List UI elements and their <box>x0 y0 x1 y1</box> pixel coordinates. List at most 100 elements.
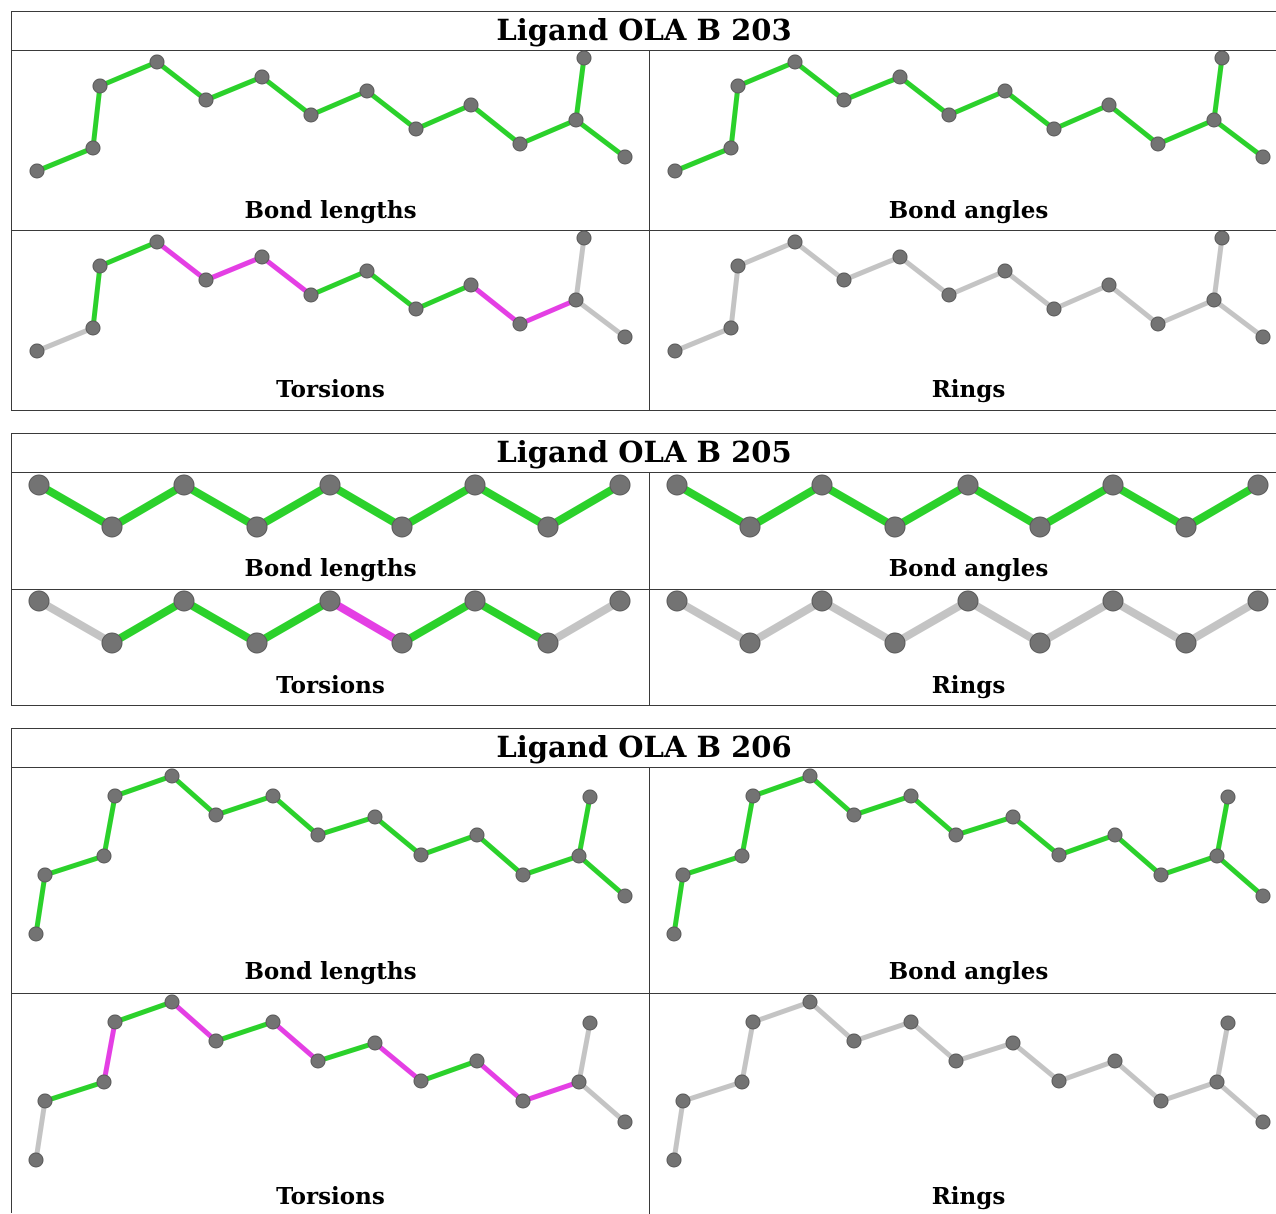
atom <box>1220 1015 1236 1031</box>
bond <box>1109 481 1190 531</box>
atom <box>37 867 53 883</box>
atom <box>1175 632 1197 654</box>
bond <box>1214 853 1266 899</box>
atom <box>92 258 108 274</box>
bond <box>326 481 406 531</box>
atom <box>101 632 123 654</box>
atom <box>1209 1074 1225 1090</box>
atom <box>1101 97 1117 113</box>
atom <box>1247 590 1269 612</box>
bond <box>1155 117 1217 147</box>
atom <box>1209 848 1225 864</box>
bond <box>213 1019 276 1044</box>
atom <box>1107 827 1123 843</box>
caption-bond-angles: Bond angles <box>888 555 1049 582</box>
atom <box>1046 301 1062 317</box>
bond <box>841 254 903 283</box>
atom <box>903 1014 919 1030</box>
atom <box>29 343 45 359</box>
bond <box>1002 88 1057 132</box>
bond <box>213 793 276 818</box>
atom <box>941 287 957 303</box>
atom <box>265 1014 281 1030</box>
bond <box>946 88 1008 118</box>
bond <box>517 117 579 147</box>
bond <box>398 481 479 531</box>
atom <box>836 92 852 108</box>
molecule-bond-angles <box>667 50 1271 179</box>
bond <box>576 794 593 859</box>
bond <box>671 872 686 937</box>
bond <box>818 597 899 647</box>
atom <box>997 263 1013 279</box>
bond <box>897 254 952 298</box>
atom <box>469 1053 485 1069</box>
atom <box>739 516 761 538</box>
atom <box>617 1114 633 1130</box>
atom <box>149 234 165 250</box>
atom <box>892 69 908 85</box>
atom <box>667 343 683 359</box>
bond <box>953 1040 1016 1064</box>
atom <box>1255 329 1271 345</box>
ligand-title: Ligand OLA B 205 <box>496 435 792 469</box>
ligand-block-3: Ligand OLA B 206 Bond lengths Bond angle… <box>11 728 1276 1214</box>
atom <box>28 926 44 942</box>
atom <box>948 1053 964 1069</box>
atom <box>37 1093 53 1109</box>
caption-rings: Rings <box>931 376 1006 403</box>
atom <box>413 847 429 863</box>
bond <box>101 1019 118 1085</box>
bond <box>42 1079 107 1104</box>
bond <box>891 481 972 531</box>
bond <box>520 853 582 878</box>
bond <box>112 999 175 1025</box>
atom <box>29 163 45 179</box>
atom <box>391 516 413 538</box>
atom <box>892 249 908 265</box>
atom <box>463 97 479 113</box>
bond <box>169 773 219 818</box>
atom <box>576 230 592 246</box>
atom <box>811 590 833 612</box>
bond <box>413 102 474 132</box>
atom <box>948 827 964 843</box>
bond <box>1051 102 1112 132</box>
bond <box>573 235 587 303</box>
bond <box>1214 1079 1266 1125</box>
bond <box>474 832 526 878</box>
bond <box>576 1020 593 1085</box>
bond <box>90 83 103 151</box>
atom <box>208 807 224 823</box>
bond <box>908 793 959 838</box>
bond <box>807 773 857 818</box>
bond <box>372 1040 424 1084</box>
bond <box>1211 55 1225 123</box>
atom <box>1051 847 1067 863</box>
atom <box>884 516 906 538</box>
atom <box>941 107 957 123</box>
molecule-bond-lengths <box>28 768 633 942</box>
bond <box>326 597 406 647</box>
bond <box>1036 481 1117 531</box>
atom <box>319 474 341 496</box>
bond <box>750 999 813 1025</box>
atom <box>723 320 739 336</box>
bond <box>112 773 175 799</box>
atom <box>1255 1114 1271 1130</box>
atom <box>903 788 919 804</box>
bond <box>398 597 479 647</box>
bond <box>1214 1020 1231 1085</box>
caption-torsions: Torsions <box>276 1183 385 1210</box>
atom <box>208 1033 224 1049</box>
bond <box>270 1019 321 1064</box>
atom <box>1255 888 1271 904</box>
atom <box>537 516 559 538</box>
caption-torsions: Torsions <box>276 376 385 403</box>
atom <box>408 301 424 317</box>
atom <box>836 272 852 288</box>
caption-bond-lengths: Bond lengths <box>244 958 417 985</box>
bond <box>673 597 754 647</box>
atom <box>512 136 528 152</box>
atom <box>997 83 1013 99</box>
